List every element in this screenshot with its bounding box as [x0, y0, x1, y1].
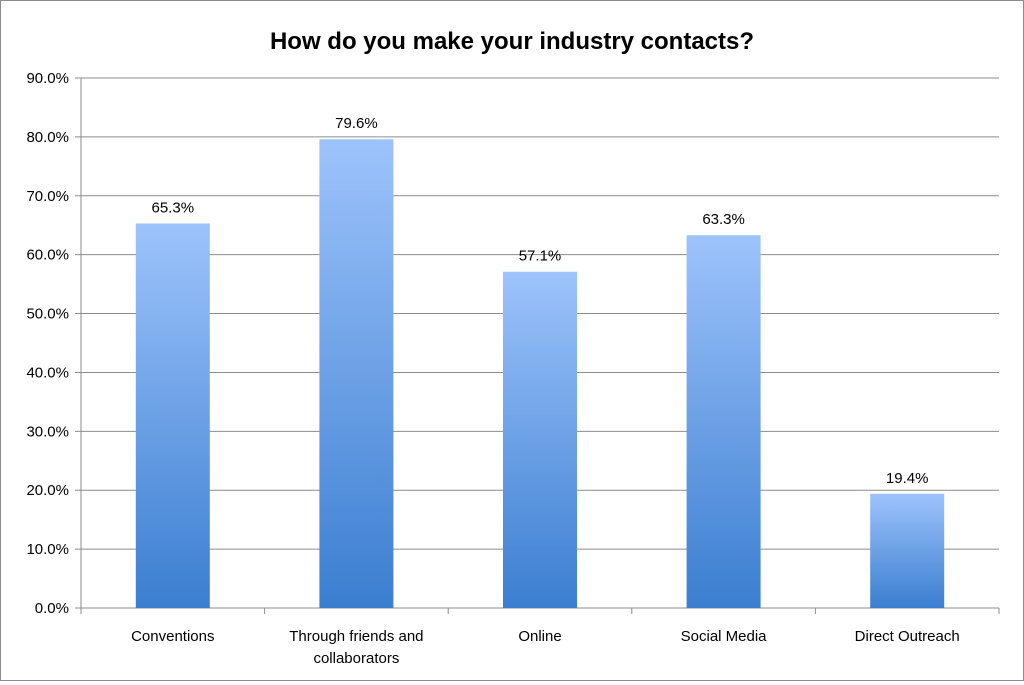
- y-tick-label: 60.0%: [26, 247, 69, 264]
- y-tick-label: 0.0%: [35, 600, 69, 617]
- y-tick-label: 30.0%: [26, 423, 69, 440]
- data-label: 19.4%: [886, 470, 929, 487]
- data-label: 57.1%: [519, 248, 562, 265]
- bar: [135, 223, 210, 608]
- data-label: 63.3%: [702, 211, 745, 228]
- x-tick-label: Through friends and: [289, 628, 423, 645]
- bar: [503, 271, 577, 608]
- bar: [319, 139, 394, 608]
- y-tick-label: 40.0%: [26, 364, 69, 381]
- x-tick-label: Direct Outreach: [855, 628, 960, 645]
- bar: [870, 493, 945, 608]
- x-tick-label: Social Media: [681, 628, 768, 645]
- y-tick-label: 80.0%: [26, 129, 69, 146]
- y-tick-label: 20.0%: [26, 482, 69, 499]
- y-tick-label: 50.0%: [26, 306, 69, 323]
- y-tick-label: 10.0%: [26, 541, 69, 558]
- x-tick-label: Online: [518, 628, 561, 645]
- data-label: 65.3%: [152, 199, 195, 216]
- bar: [686, 235, 761, 608]
- y-tick-label: 70.0%: [26, 188, 69, 205]
- data-label: 79.6%: [335, 115, 378, 132]
- x-tick-label: collaborators: [313, 650, 399, 667]
- chart-title: How do you make your industry contacts?: [270, 28, 754, 55]
- x-tick-label: Conventions: [131, 628, 214, 645]
- y-tick-label: 90.0%: [26, 70, 69, 87]
